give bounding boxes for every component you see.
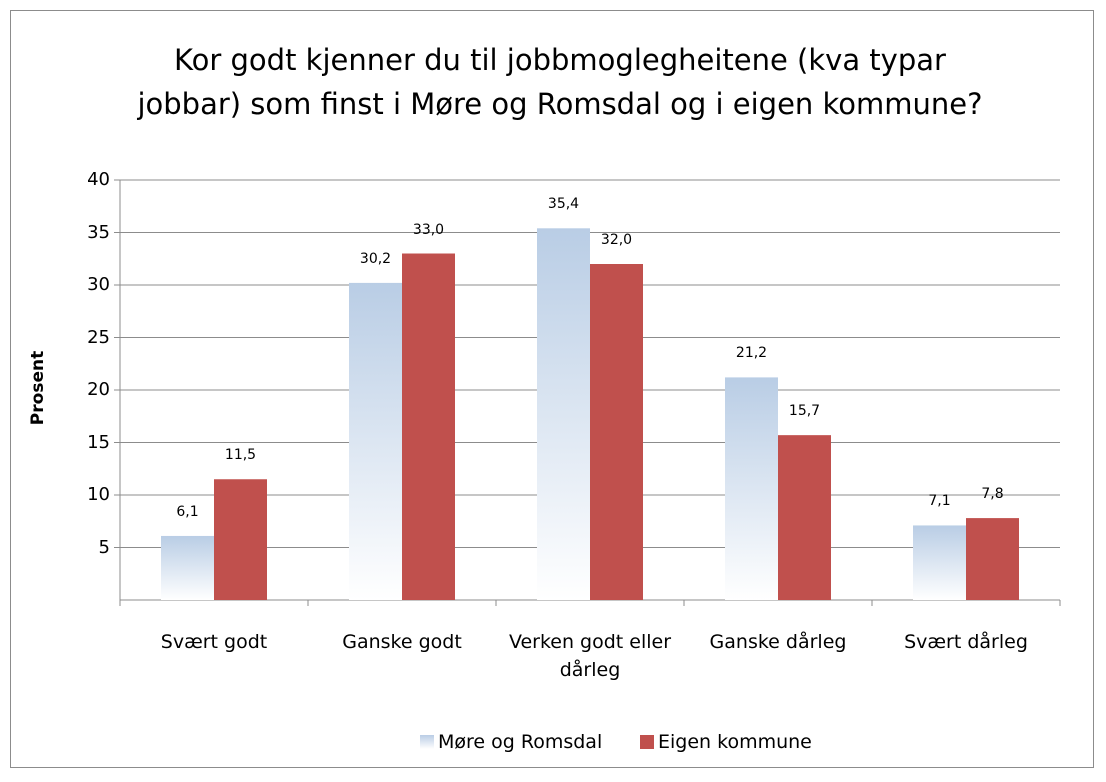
y-tick-label: 15	[87, 431, 110, 453]
x-tick-label: Ganske dårleg	[709, 631, 847, 653]
bar	[913, 525, 966, 600]
y-tick-label: 30	[87, 274, 110, 295]
bar	[214, 479, 267, 600]
legend-label: Eigen kommune	[658, 731, 812, 753]
value-label: 35,4	[547, 196, 580, 213]
x-tick-label: Svært dårleg	[904, 631, 1028, 653]
y-tick-label: 10	[87, 484, 110, 505]
value-label: 11,5	[224, 447, 257, 464]
chart-title: Kor godt kjenner du til jobbmoglegheiten…	[137, 43, 983, 121]
bar	[725, 377, 778, 600]
x-tick-label: Ganske godt	[342, 631, 462, 653]
value-label: 32,0	[600, 232, 633, 248]
x-tick-label: Svært godt	[160, 631, 268, 653]
chart-border	[10, 10, 1094, 768]
bar	[537, 228, 590, 601]
bar	[966, 518, 1019, 600]
legend-swatch	[420, 735, 434, 749]
value-label: 21,2	[735, 345, 768, 362]
bar	[161, 535, 214, 600]
y-tick-label: 40	[87, 169, 110, 190]
legend-swatch	[640, 735, 654, 749]
y-tick-label: 5	[98, 536, 110, 558]
y-tick-label: 25	[87, 326, 110, 348]
y-axis-label: Prosent	[28, 350, 48, 426]
y-tick-label: 20	[87, 379, 110, 400]
legend-label: Møre og Romsdal	[438, 731, 603, 753]
bar	[778, 435, 831, 600]
bar	[349, 282, 402, 600]
value-label: 30,2	[359, 250, 392, 267]
y-tick-label: 35	[87, 221, 110, 243]
x-tick-label: Verken godt eller dårleg	[508, 631, 672, 681]
value-label: 33,0	[412, 221, 445, 238]
value-label: 7,1	[928, 493, 951, 510]
value-label: 6,1	[176, 503, 199, 520]
value-label: 15,7	[788, 403, 821, 420]
value-label: 7,8	[981, 486, 1004, 503]
bar	[590, 264, 643, 600]
bar	[402, 253, 455, 600]
